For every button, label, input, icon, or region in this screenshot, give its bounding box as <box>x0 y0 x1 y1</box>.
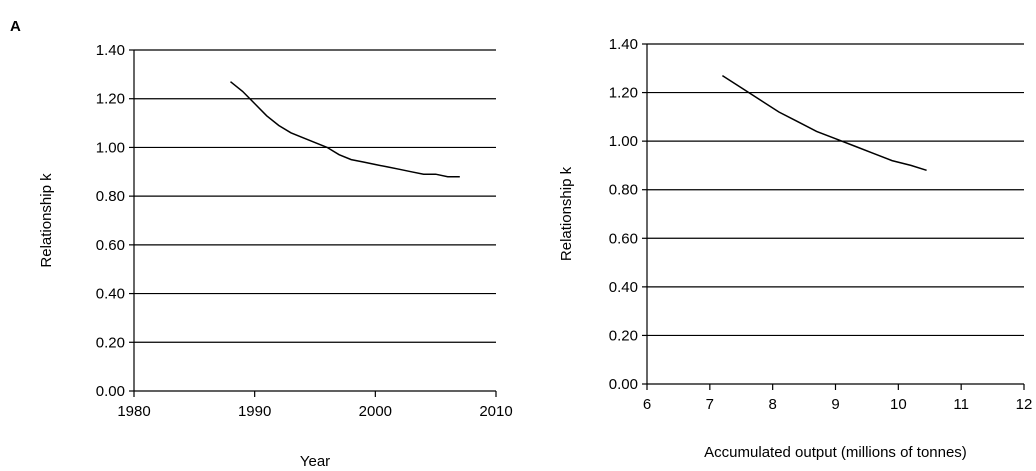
x-tick-label: 7 <box>706 396 714 413</box>
x-tick-label: 11 <box>953 396 969 413</box>
y-tick-label: 1.20 <box>96 91 125 108</box>
panel-label: A <box>10 18 21 35</box>
y-tick-label: 0.80 <box>96 188 125 205</box>
y-tick-label: 0.80 <box>609 182 638 199</box>
y-tick-label: 0.00 <box>96 383 125 400</box>
series-line <box>721 74 927 172</box>
y-tick-label: 0.40 <box>96 286 125 303</box>
x-tick-label: 1980 <box>117 403 150 420</box>
series-line <box>230 81 460 178</box>
y-tick-label: 0.60 <box>609 230 638 247</box>
y-tick-label: 0.40 <box>609 279 638 296</box>
chart-1: 0.00 0.20 0.40 0.60 0.80 1.00 1.20 1.40 1980 1990… <box>38 42 513 470</box>
y-axis-label: Relationship k <box>38 173 55 268</box>
x-tick-label: 12 <box>1016 396 1033 413</box>
x-axis-label: Year <box>300 453 330 470</box>
x-tick-label: 2000 <box>359 403 392 420</box>
y-axis-label: Relationship k <box>558 166 575 261</box>
x-tick-label: 1990 <box>238 403 271 420</box>
x-tick-label: 10 <box>890 396 907 413</box>
x-tick-label: 6 <box>643 396 651 413</box>
x-tick-label: 2010 <box>479 403 512 420</box>
chart-2: 0.00 0.20 0.40 0.60 0.80 1.00 1.20 1.40 6 7 8 9 10 11… <box>558 36 1032 461</box>
y-tick-label: 0.60 <box>96 237 125 254</box>
y-tick-label: 0.00 <box>609 376 638 393</box>
y-tick-label: 0.20 <box>96 334 125 351</box>
x-axis-label: Accumulated output (millions of tonnes) <box>704 444 967 461</box>
y-tick-label: 1.00 <box>609 133 638 150</box>
y-tick-label: 1.40 <box>96 42 125 59</box>
y-tick-label: 1.00 <box>96 139 125 156</box>
y-tick-label: 1.40 <box>609 36 638 53</box>
y-tick-label: 0.20 <box>609 327 638 344</box>
x-tick-label: 8 <box>768 396 776 413</box>
x-tick-label: 9 <box>831 396 839 413</box>
y-tick-label: 1.20 <box>609 85 638 102</box>
